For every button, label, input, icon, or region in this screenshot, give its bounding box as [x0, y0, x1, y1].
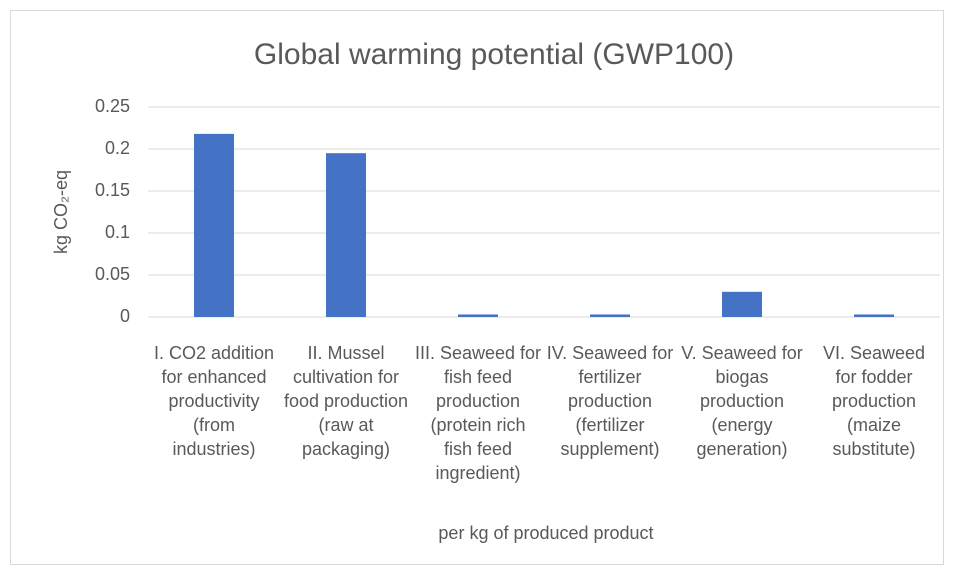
x-tick-label: III. Seaweed for fish feed production (prot… [415, 343, 541, 483]
chart-frame [10, 10, 944, 565]
bar [590, 314, 630, 317]
bar [326, 153, 366, 317]
y-tick-label: 0 [120, 306, 130, 326]
x-tick-label: V. Seaweed for biogas production (energy gen… [681, 343, 802, 459]
x-tick-label: I. CO2 addition for enhanced productivity(… [154, 343, 274, 459]
bar [722, 291, 762, 317]
y-tick-label: 0.15 [95, 180, 130, 200]
x-tick-label: VI. Seaweed for fodder production (maize sub… [823, 343, 925, 459]
y-tick-label: 0.1 [105, 222, 130, 242]
y-axis-title: kg CO₂-eq [51, 170, 71, 254]
bar [458, 314, 498, 317]
x-tick-label: II. Mussel cultivation for food production… [284, 343, 408, 459]
y-tick-label: 0.05 [95, 264, 130, 284]
chart-title: Global warming potential (GWP100) [254, 38, 734, 71]
x-axis-title: per kg of produced product [438, 523, 653, 543]
x-tick-label: IV. Seaweed for fertilizer production (fert… [547, 343, 673, 459]
y-tick-label: 0.25 [95, 96, 130, 116]
y-tick-label: 0.2 [105, 138, 130, 158]
bar [854, 314, 894, 317]
bar [194, 133, 234, 317]
